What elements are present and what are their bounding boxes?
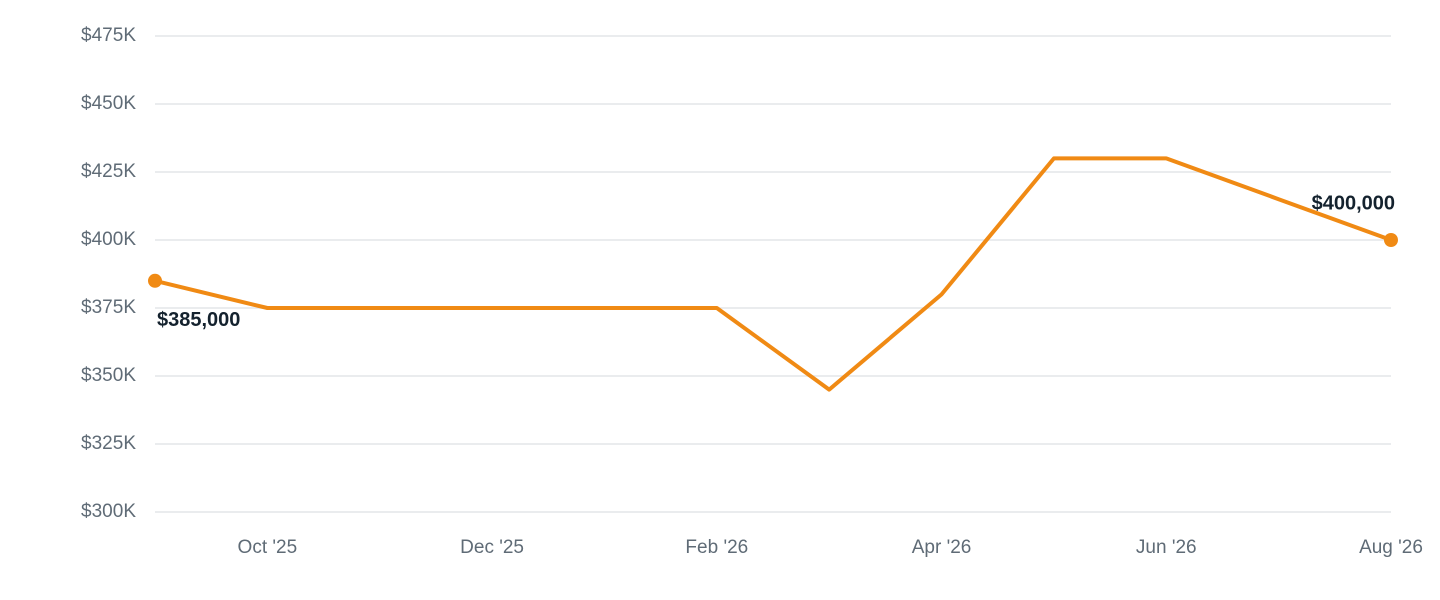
y-tick-label: $325K [81, 433, 136, 454]
value-label: $400,000 [1312, 192, 1395, 214]
x-tick-label: Feb '26 [685, 537, 748, 558]
point [1384, 233, 1398, 247]
y-tick-label: $400K [81, 229, 136, 250]
y-tick-label: $425K [81, 161, 136, 182]
y-tick-label: $350K [81, 365, 136, 386]
point [148, 273, 162, 288]
x-tick-label: Oct '25 [238, 537, 298, 558]
x-tick-label: Apr '26 [912, 537, 972, 558]
value-label: $385,000 [157, 309, 240, 331]
x-tick-label: Aug '26 [1359, 537, 1423, 558]
x-tick-label: Jun '26 [1136, 537, 1197, 558]
y-tick-label: $450K [81, 93, 136, 114]
y-tick-label: $375K [81, 297, 136, 318]
y-tick-label: $300K [81, 501, 136, 522]
y-tick-label: $475K [81, 25, 136, 46]
line [154, 156, 1392, 392]
x-tick-label: Dec '25 [460, 537, 524, 558]
